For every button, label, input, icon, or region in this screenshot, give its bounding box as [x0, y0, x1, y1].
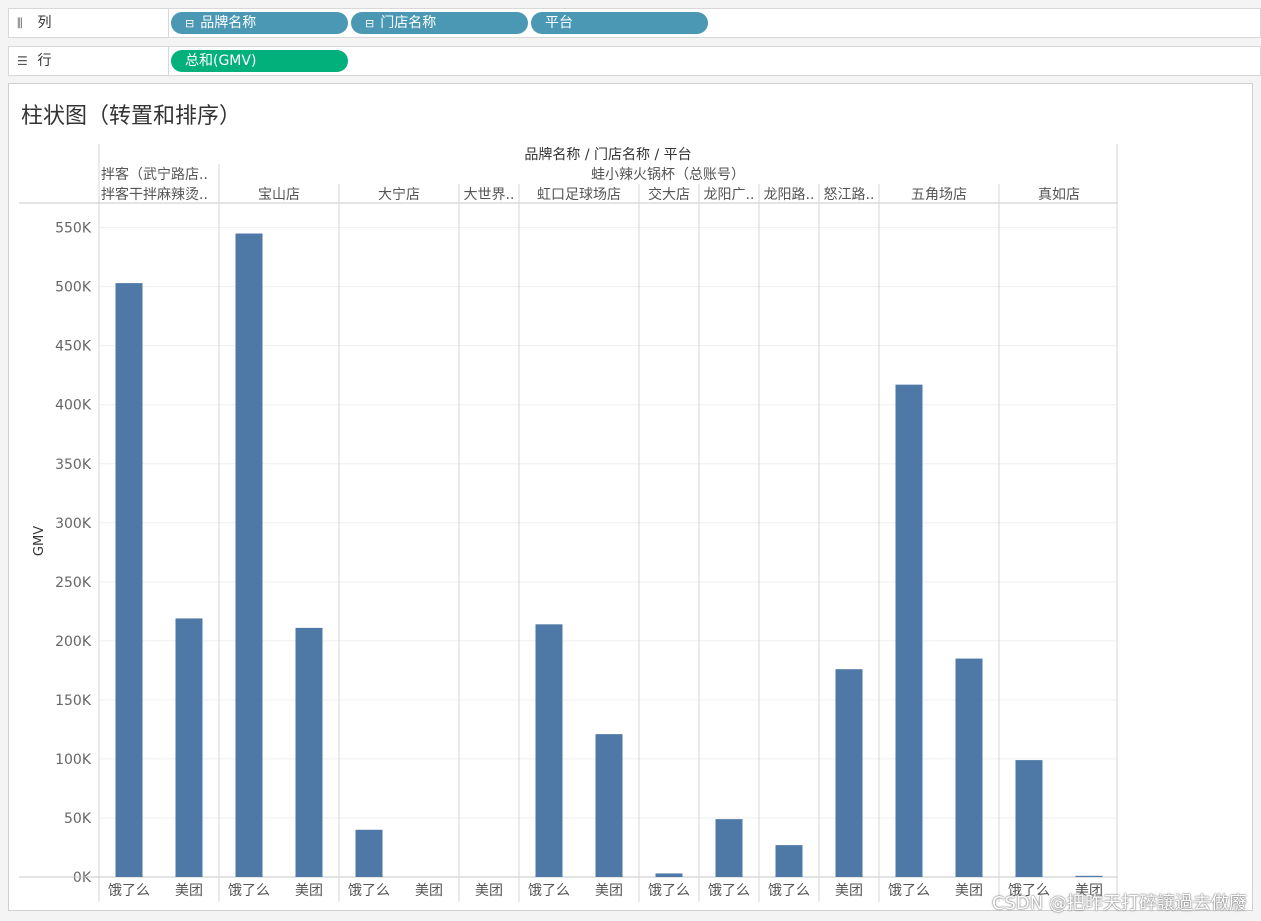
store-header: 交大店	[648, 186, 690, 203]
y-tick-label: 350K	[55, 457, 92, 473]
bar[interactable]	[535, 624, 563, 877]
rows-shelf: ☰ 行 总和(GMV)	[8, 46, 1261, 76]
y-tick-label: 100K	[55, 752, 92, 768]
x-tick-label: 饿了么	[1008, 883, 1050, 899]
bar[interactable]	[175, 618, 203, 877]
store-header: 虹口足球场店	[537, 187, 621, 203]
brand-header: 蛙小辣火锅杯（总账号）	[591, 167, 745, 183]
bar[interactable]	[115, 283, 143, 877]
bar[interactable]	[715, 819, 743, 877]
bar[interactable]	[895, 384, 923, 877]
x-tick-label: 美团	[955, 883, 983, 899]
x-tick-label: 饿了么	[348, 883, 390, 899]
store-header: 龙阳广..	[704, 187, 755, 203]
collapse-icon[interactable]: ⊟	[185, 17, 195, 30]
brand-header: 拌客（武宁路店..	[101, 166, 208, 183]
store-header: 拌客干拌麻辣烫..	[101, 186, 208, 203]
x-tick-label: 饿了么	[768, 883, 810, 899]
x-tick-label: 饿了么	[708, 883, 750, 899]
bar[interactable]	[775, 845, 803, 877]
y-tick-label: 500K	[55, 280, 92, 296]
y-tick-label: 0K	[73, 870, 92, 886]
y-tick-label: 300K	[55, 516, 92, 532]
pill-sum-gmv[interactable]: 总和(GMV)	[171, 50, 348, 72]
bar[interactable]	[655, 873, 683, 877]
pill-brand-name[interactable]: ⊟ 品牌名称	[171, 12, 348, 34]
x-tick-label: 美团	[595, 883, 623, 899]
pill-store-name[interactable]: ⊟ 门店名称	[351, 12, 528, 34]
collapse-icon[interactable]: ⊟	[365, 17, 375, 30]
store-header: 五角场店	[911, 187, 967, 203]
y-tick-label: 200K	[55, 634, 92, 650]
y-axis-title: GMV	[32, 526, 47, 556]
x-tick-label: 美团	[295, 883, 323, 899]
bar[interactable]	[355, 829, 383, 877]
columns-shelf: ⫼ 列 ⊟ 品牌名称 ⊟ 门店名称 平台	[8, 8, 1261, 38]
x-tick-label: 饿了么	[888, 883, 930, 899]
bar[interactable]	[955, 658, 983, 877]
y-tick-label: 450K	[55, 339, 92, 355]
x-tick-label: 饿了么	[528, 883, 570, 899]
rows-icon: ☰	[17, 54, 28, 68]
header-title: 品牌名称 / 门店名称 / 平台	[524, 146, 691, 163]
x-tick-label: 美团	[415, 883, 443, 899]
y-tick-label: 550K	[55, 221, 92, 237]
store-header: 龙阳路..	[764, 187, 815, 203]
store-header: 大宁店	[378, 186, 420, 203]
x-tick-label: 美团	[475, 883, 503, 899]
chart-title: 柱状图（转置和排序）	[21, 104, 242, 129]
x-tick-label: 饿了么	[648, 883, 690, 899]
store-header: 宝山店	[258, 187, 300, 203]
chart-view: 柱状图（转置和排序） 0K 50K 100K 150K 200K 250K 300K 350K…	[8, 83, 1253, 911]
bar[interactable]	[1075, 875, 1103, 877]
bar-chart: 0K 50K 100K 150K 200K 250K 300K 350K 400K 450K 500…	[19, 144, 1118, 902]
rows-shelf-label: ☰ 行	[9, 47, 169, 75]
watermark: CSDN @把昨天打碎讓過去做廢	[991, 893, 1247, 914]
store-header: 大世界..	[464, 187, 515, 203]
bar[interactable]	[835, 669, 863, 877]
bar[interactable]	[595, 734, 623, 877]
columns-icon: ⫼	[17, 16, 23, 30]
store-header: 怒江路..	[824, 187, 875, 203]
store-header: 真如店	[1038, 187, 1080, 203]
bar[interactable]	[1015, 760, 1043, 877]
x-tick-label: 美团	[835, 883, 863, 899]
y-tick-label: 250K	[55, 575, 92, 591]
y-tick-label: 50K	[64, 811, 92, 827]
x-tick-label: 美团	[1075, 883, 1103, 899]
bar[interactable]	[235, 233, 263, 877]
bar[interactable]	[295, 627, 323, 877]
y-tick-label: 150K	[55, 693, 92, 709]
x-tick-label: 饿了么	[228, 883, 270, 899]
x-tick-label: 饿了么	[108, 883, 150, 899]
y-tick-label: 400K	[55, 398, 92, 414]
x-tick-label: 美团	[175, 883, 203, 899]
pill-platform[interactable]: 平台	[531, 12, 708, 34]
columns-shelf-label: ⫼ 列	[9, 9, 169, 37]
